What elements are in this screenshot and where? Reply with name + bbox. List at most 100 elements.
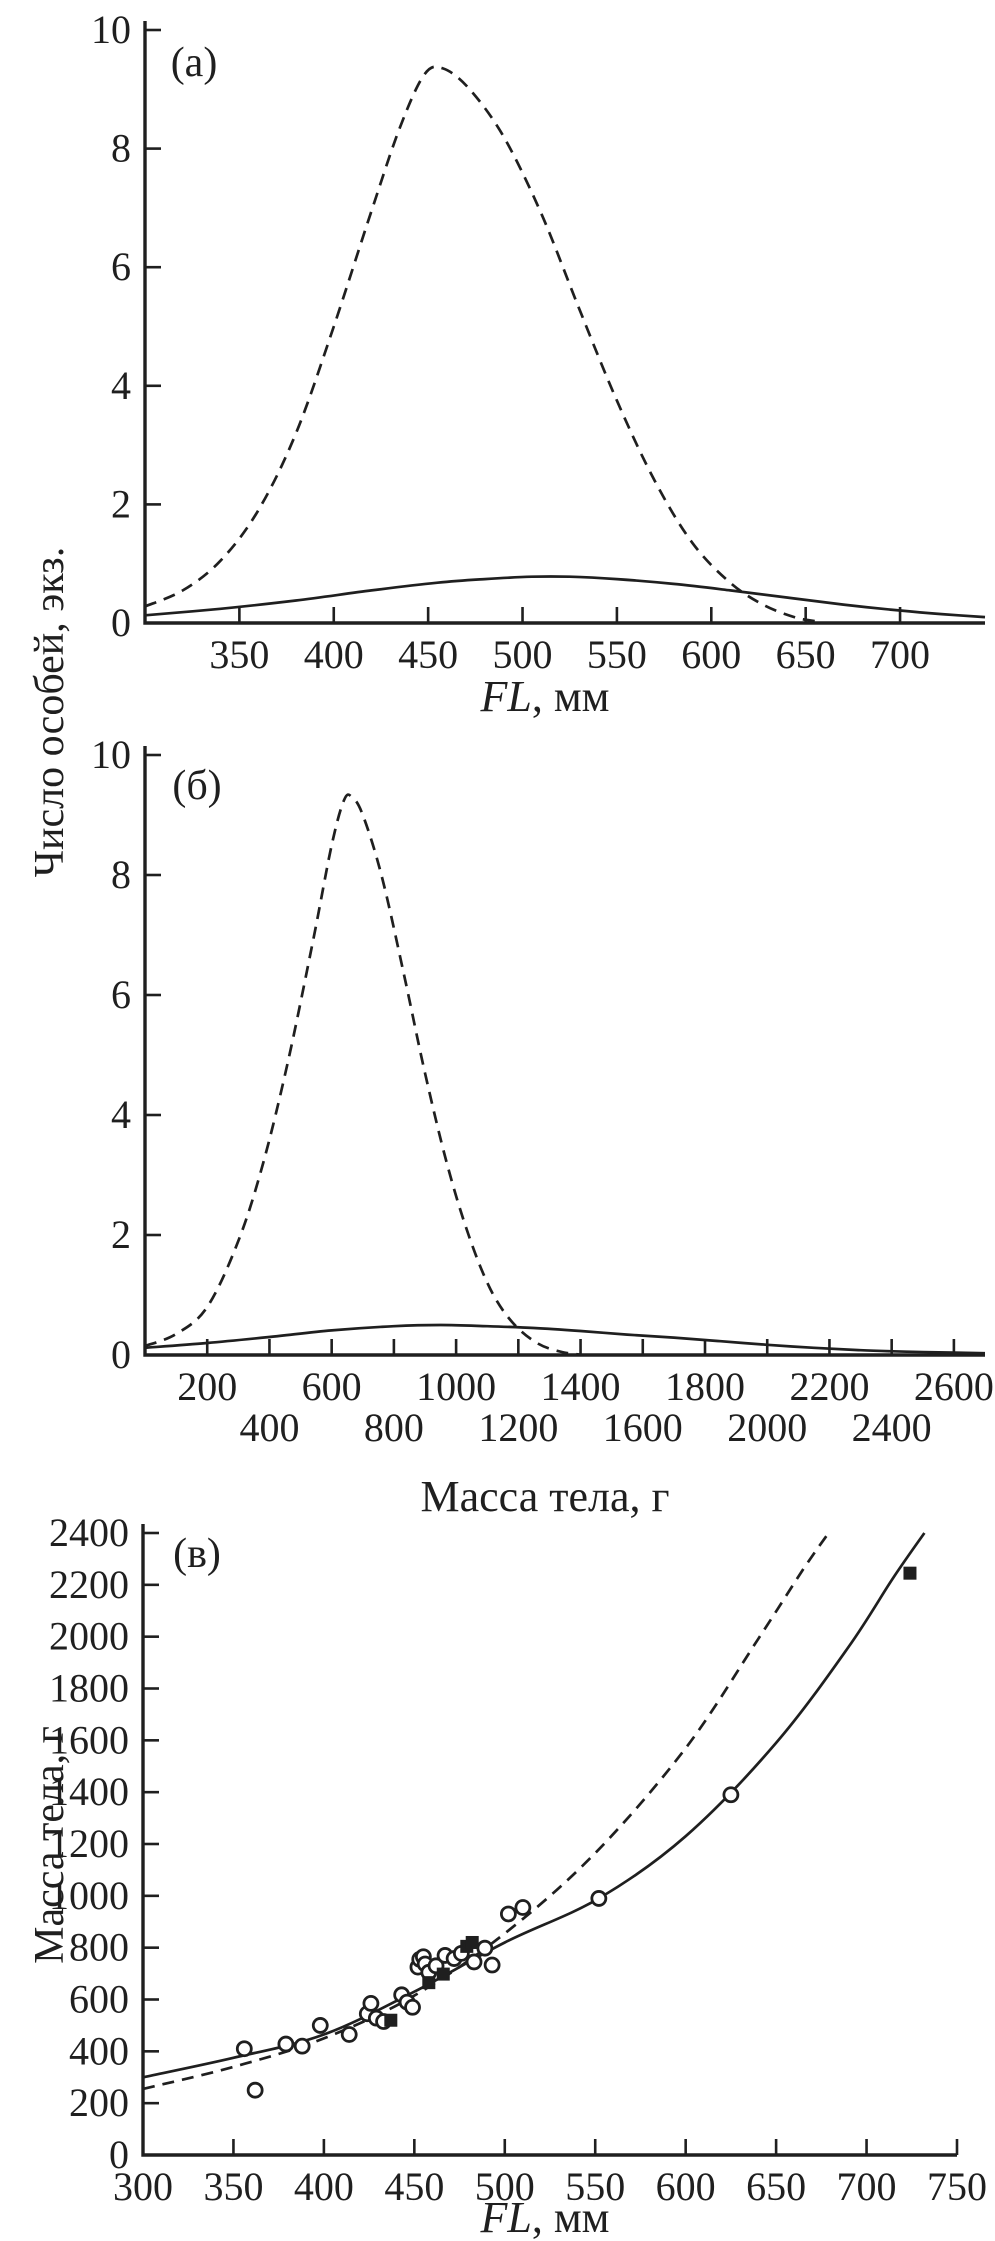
x-axis-title-a-italic: FL bbox=[480, 672, 532, 721]
x-tick-label: 2000 bbox=[727, 1405, 807, 1450]
y-tick-label: 800 bbox=[69, 1925, 129, 1970]
y-tick-label: 1200 bbox=[49, 1821, 129, 1866]
scatter-point-circle bbox=[476, 1939, 494, 1957]
scatter-point-circle bbox=[340, 2026, 358, 2043]
y-tick-label: 1000 bbox=[49, 1873, 129, 1918]
x-tick-label: 2600 bbox=[914, 1364, 994, 1409]
y-tick-label: 600 bbox=[69, 1977, 129, 2022]
series-dashed-distribution bbox=[144, 793, 584, 1357]
x-axis-title-panel-a: FL, мм bbox=[480, 675, 609, 719]
x-tick-label: 200 bbox=[177, 1364, 237, 1409]
scatter-point-circle bbox=[235, 2040, 253, 2058]
y-tick-label: 2000 bbox=[49, 1614, 129, 1659]
panel-v: 300 350 400 450 500 550 600 650 700 750 0 200 400 600… bbox=[49, 1510, 987, 2209]
scatter-point-square bbox=[384, 2013, 398, 2027]
x-tick-label: 550 bbox=[587, 632, 647, 677]
x-tick-label: 400 bbox=[294, 2164, 354, 2209]
y-tick-label: 10 bbox=[91, 7, 131, 52]
scatter-point-circle bbox=[293, 2037, 311, 2055]
x-axis-title-panel-b: Масса тела, г bbox=[420, 1472, 670, 1521]
y-tick-label: 6 bbox=[111, 244, 131, 289]
scatter-point-circle bbox=[277, 2035, 295, 2053]
x-tick-label: 550 bbox=[565, 2164, 625, 2209]
series-solid-curve bbox=[142, 1532, 926, 2079]
y-tick-label: 1600 bbox=[49, 1717, 129, 1762]
panel-b: 2004006008001000120014001600180020002200… bbox=[91, 732, 994, 1450]
x-tick-label: 650 bbox=[746, 2164, 806, 2209]
y-tick-label: 1800 bbox=[49, 1666, 129, 1711]
series-dashed-curve bbox=[142, 1532, 830, 2091]
x-tick-label: 650 bbox=[776, 632, 836, 677]
y-tick-label: 400 bbox=[69, 2028, 129, 2073]
y-tick-label: 2400 bbox=[49, 1510, 129, 1555]
y-tick-label: 2200 bbox=[49, 1562, 129, 1607]
x-tick-label: 700 bbox=[870, 632, 930, 677]
scatter-point-circle bbox=[722, 1786, 740, 1804]
panel-a-axis bbox=[143, 21, 985, 625]
x-tick-label: 2200 bbox=[789, 1364, 869, 1409]
panel-v-axis bbox=[141, 1524, 957, 2157]
x-tick-label: 700 bbox=[837, 2164, 897, 2209]
series-dashed-distribution bbox=[144, 65, 822, 624]
x-axis-title-v-units: , мм bbox=[531, 2193, 610, 2241]
x-tick-label: 600 bbox=[302, 1364, 362, 1409]
y-axis-label-panel-v: Масса тела, г bbox=[27, 1726, 73, 1964]
y-tick-label: 8 bbox=[111, 852, 131, 897]
scatter-point-square bbox=[422, 1976, 436, 1990]
x-tick-label: 1200 bbox=[478, 1405, 558, 1450]
x-tick-label: 300 bbox=[113, 2164, 173, 2209]
y-tick-label: 0 bbox=[111, 600, 131, 645]
scatter-point-circle bbox=[404, 1998, 421, 2016]
scatter-point-circle bbox=[311, 2017, 329, 2034]
x-tick-label: 600 bbox=[656, 2164, 716, 2209]
scatter-point-circle bbox=[246, 2081, 264, 2099]
x-tick-label: 1800 bbox=[665, 1364, 745, 1409]
y-tick-label: 10 bbox=[91, 732, 131, 777]
panel-b-axis bbox=[143, 746, 985, 1357]
x-tick-label: 1600 bbox=[603, 1405, 683, 1450]
scatter-point-circle bbox=[465, 1953, 483, 1971]
series-solid-distribution bbox=[144, 1323, 986, 1355]
x-tick-label: 1400 bbox=[541, 1364, 621, 1409]
y-tick-label: 200 bbox=[69, 2080, 129, 2125]
x-tick-label: 400 bbox=[239, 1405, 299, 1450]
x-tick-label: 450 bbox=[384, 2164, 444, 2209]
x-tick-label: 750 bbox=[927, 2164, 987, 2209]
series-solid-distribution bbox=[144, 575, 986, 619]
x-tick-label: 500 bbox=[475, 2164, 535, 2209]
y-tick-label: 4 bbox=[111, 363, 131, 408]
panel-a: 350 400 450 500 550 600 650 700 0 2 4 6 8 10 bbox=[91, 7, 986, 677]
y-tick-label: 6 bbox=[111, 972, 131, 1017]
x-tick-label: 400 bbox=[304, 632, 364, 677]
y-tick-label: 2 bbox=[111, 481, 131, 526]
scatter-point-circle bbox=[499, 1905, 517, 1923]
x-axis-title-a-units: , мм bbox=[531, 672, 610, 721]
x-tick-label: 2400 bbox=[852, 1405, 932, 1450]
scatter-point-circle bbox=[514, 1899, 532, 1916]
panel-a-letter: (а) bbox=[170, 40, 218, 86]
x-tick-label: 350 bbox=[209, 632, 269, 677]
x-tick-label: 800 bbox=[364, 1405, 424, 1450]
y-tick-label: 4 bbox=[111, 1092, 131, 1137]
scatter-point-square bbox=[436, 1967, 450, 1981]
scatter-point-circle bbox=[590, 1890, 608, 1907]
y-tick-label: 0 bbox=[109, 2132, 129, 2177]
panel-b-letter: (б) bbox=[172, 763, 222, 809]
x-tick-label: 350 bbox=[203, 2164, 263, 2209]
y-tick-label: 1400 bbox=[49, 1769, 129, 1814]
x-tick-label: 450 bbox=[398, 632, 458, 677]
x-axis-title-panel-v: FL, мм bbox=[480, 2196, 609, 2240]
panel-v-letter: (в) bbox=[173, 1531, 221, 1577]
scatter-point-square bbox=[465, 1935, 479, 1949]
y-tick-label: 8 bbox=[111, 126, 131, 171]
y-axis-label-panels-ab: Число особей, экз. bbox=[27, 546, 73, 878]
x-tick-label: 1000 bbox=[416, 1364, 496, 1409]
x-axis-title-v-italic: FL bbox=[480, 2193, 532, 2241]
scatter-point-circle bbox=[362, 1994, 380, 2012]
scatter-point-circle bbox=[483, 1956, 501, 1974]
x-tick-label: 500 bbox=[493, 632, 553, 677]
x-tick-label: 600 bbox=[681, 632, 741, 677]
scatter-point-square bbox=[903, 1566, 917, 1580]
